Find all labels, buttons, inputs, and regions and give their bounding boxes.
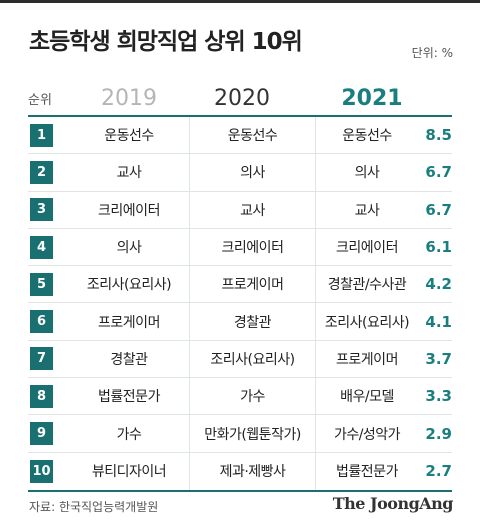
rank-column-header: 순위: [28, 92, 52, 108]
brand-logo: The JoongAng: [332, 494, 454, 513]
table-row: 1 운동선수 운동선수 운동선수 8.5: [28, 117, 452, 155]
job-2020-cell: 의사: [190, 154, 316, 191]
table-row: 5 조리사(요리사) 프로게이머 경찰관/수사관 4.2: [28, 266, 452, 304]
rank-badge: 3: [30, 198, 53, 222]
percent-value: 6.1: [425, 238, 452, 257]
ranking-table: 1 운동선수 운동선수 운동선수 8.5 2 교사 의사 의사 6.7 3 크리에이터 교사 교사 6.7 4…: [28, 115, 452, 492]
job-2019-cell: 운동선수: [69, 117, 190, 154]
job-2019-cell: 경찰관: [69, 340, 190, 378]
job-2021-cell: 의사: [354, 165, 380, 182]
rank-badge: 10: [30, 459, 53, 483]
job-2020-cell: 만화가(웹툰작가): [190, 415, 316, 452]
percent-value: 4.2: [425, 275, 452, 294]
percent-value: 2.7: [425, 462, 452, 481]
job-2021-cell: 가수/성악가: [333, 426, 401, 443]
job-2021-cell: 배우/모델: [340, 389, 394, 406]
job-2019-cell: 프로게이머: [69, 303, 190, 340]
rank-badge: 4: [30, 235, 53, 259]
job-2019-cell: 조리사(요리사): [69, 266, 190, 303]
header-rule: [0, 0, 480, 3]
rank-badge: 2: [30, 160, 53, 184]
percent-value: 6.7: [425, 163, 452, 182]
rank-badge: 9: [30, 422, 53, 446]
year-2020-header: 2020: [214, 85, 270, 111]
year-2021-header: 2021: [341, 85, 403, 111]
job-2019-cell: 법률전문가: [69, 378, 190, 415]
rank-badge: 5: [30, 272, 53, 296]
table-row: 10 뷰티디자이너 제과·제빵사 법률전문가 2.7: [28, 452, 452, 490]
job-2019-cell: 가수: [69, 415, 190, 452]
table-row: 9 가수 만화가(웹툰작가) 가수/성악가 2.9: [28, 415, 452, 453]
percent-value: 3.7: [425, 349, 452, 368]
table-row: 2 교사 의사 의사 6.7: [28, 154, 452, 192]
rank-badge: 8: [30, 384, 53, 408]
job-2021-cell: 경찰관/수사관: [327, 277, 407, 294]
rank-badge: 1: [30, 123, 53, 147]
table-row: 4 의사 크리에이터 크리에이터 6.1: [28, 228, 452, 267]
job-2020-cell: 운동선수: [190, 117, 316, 154]
job-2020-cell: 제과·제빵사: [190, 452, 316, 490]
job-2019-cell: 크리에이터: [69, 191, 190, 228]
job-2020-cell: 가수: [190, 378, 316, 415]
job-2019-cell: 뷰티디자이너: [69, 452, 190, 490]
job-2021-cell: 교사: [354, 202, 380, 219]
table-row: 8 법률전문가 가수 배우/모델 3.3: [28, 378, 452, 416]
job-2021-cell: 프로게이머: [336, 351, 398, 368]
rank-badge: 6: [30, 310, 53, 334]
job-2021-cell: 법률전문가: [336, 464, 398, 481]
table-row: 3 크리에이터 교사 교사 6.7: [28, 191, 452, 229]
job-2021-cell: 크리에이터: [336, 240, 398, 257]
table-row: 7 경찰관 조리사(요리사) 프로게이머 3.7: [28, 340, 452, 379]
unit-label: 단위: %: [411, 46, 453, 60]
percent-value: 6.7: [425, 200, 452, 219]
percent-value: 8.5: [425, 126, 452, 145]
percent-value: 4.1: [425, 312, 452, 331]
job-2019-cell: 의사: [69, 228, 190, 266]
percent-value: 3.3: [425, 387, 452, 406]
table-row: 6 프로게이머 경찰관 조리사(요리사) 4.1: [28, 303, 452, 341]
job-2020-cell: 경찰관: [190, 303, 316, 340]
job-2021-cell: 운동선수: [342, 128, 392, 145]
year-2019-header: 2019: [101, 85, 157, 111]
chart-title: 초등학생 희망직업 상위 10위: [29, 29, 303, 55]
percent-value: 2.9: [425, 424, 452, 443]
job-2019-cell: 교사: [69, 154, 190, 191]
job-2020-cell: 프로게이머: [190, 266, 316, 303]
job-2020-cell: 교사: [190, 191, 316, 228]
job-2021-cell: 조리사(요리사): [324, 314, 410, 331]
rank-badge: 7: [30, 347, 53, 371]
source-note: 자료: 한국직업능력개발원: [29, 500, 159, 514]
job-2020-cell: 크리에이터: [190, 228, 316, 266]
job-2020-cell: 조리사(요리사): [190, 340, 316, 378]
